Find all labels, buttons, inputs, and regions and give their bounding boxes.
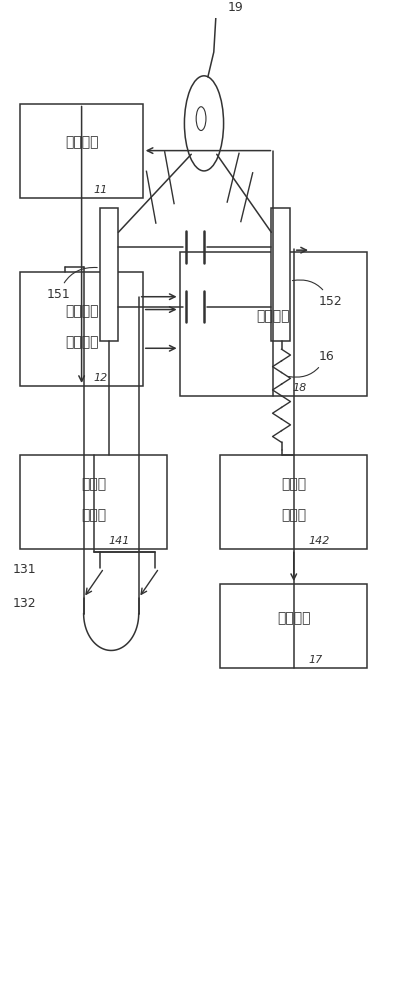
Bar — [220, 584, 367, 668]
Text: 12: 12 — [94, 373, 108, 383]
Text: 放大电路: 放大电路 — [277, 611, 310, 625]
Text: 时钟电路: 时钟电路 — [65, 136, 98, 150]
Bar — [20, 104, 143, 198]
Bar — [180, 252, 367, 396]
Text: 152: 152 — [293, 280, 342, 308]
Text: 151: 151 — [47, 267, 97, 301]
Text: 脉冲宽度: 脉冲宽度 — [65, 304, 98, 318]
Text: 测量电路: 测量电路 — [257, 309, 290, 323]
Text: 18: 18 — [292, 383, 306, 393]
Text: 侦测选: 侦测选 — [281, 477, 306, 491]
Text: 16: 16 — [288, 350, 334, 377]
Text: 择电路: 择电路 — [81, 508, 106, 522]
Text: 17: 17 — [308, 655, 323, 665]
Text: 132: 132 — [12, 597, 36, 610]
Text: 调变电路: 调变电路 — [65, 335, 98, 349]
Text: 11: 11 — [94, 185, 108, 195]
Bar — [20, 272, 143, 386]
Text: 131: 131 — [12, 563, 36, 576]
Text: 19: 19 — [228, 1, 244, 14]
Bar — [220, 455, 367, 549]
Text: 择电路: 择电路 — [281, 508, 306, 522]
Bar — [271, 208, 290, 341]
Text: 141: 141 — [109, 536, 130, 546]
Text: 驱动选: 驱动选 — [81, 477, 106, 491]
Bar — [100, 208, 118, 341]
Bar — [20, 455, 167, 549]
Text: 142: 142 — [308, 536, 330, 546]
